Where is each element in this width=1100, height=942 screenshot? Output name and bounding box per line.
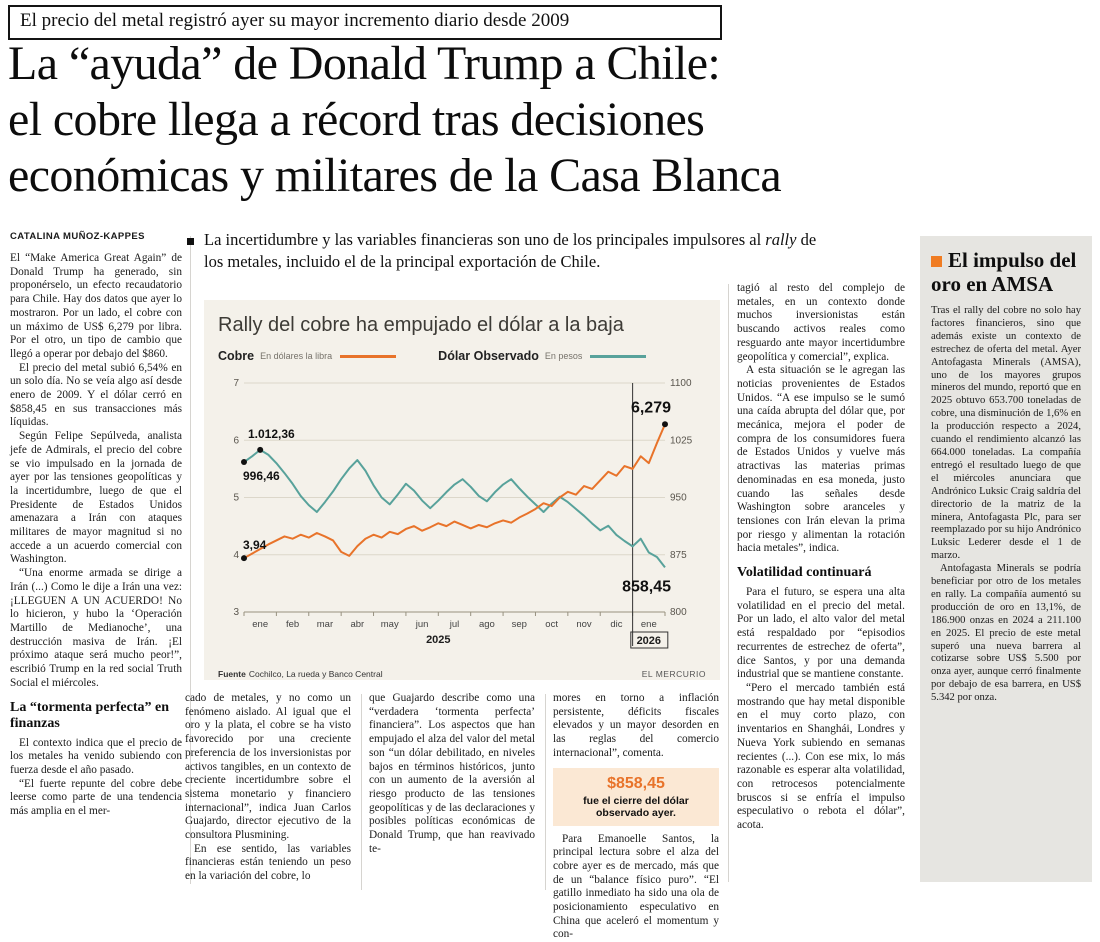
svg-text:6,279: 6,279 [631,399,671,416]
sidebar-paragraph: Tras el rally del cobre no solo hay fact… [931,305,1081,562]
bottom-column-3: mores en torno a inflación persistente, … [553,692,719,942]
article-paragraph: “Una enorme armada se dirige a Irán (...… [10,567,182,689]
article-paragraph: Para el futuro, se espera una alta volat… [737,586,905,681]
svg-text:875: 875 [670,550,687,561]
chart-source: Fuente Cochilco, La rueda y Banco Central [218,669,383,679]
svg-text:6: 6 [233,435,239,446]
sidebar-paragraph: Antofagasta Minerals se podría beneficia… [931,563,1081,704]
dollar-close-highlight-box: $858,45 fue el cierre del dólar observad… [553,767,719,826]
sidebar-heading: El impulso del oro en AMSA [931,248,1081,296]
svg-text:mar: mar [317,619,333,630]
headline-line-1: La “ayuda” de Donald Trump a Chile: [8,37,721,90]
chart-title: Rally del cobre ha empujado el dólar a l… [218,314,624,336]
line-chart-svg: 7 6 5 4 3 1100 1025 950 875 800 ene feb mar abr may jun… [233,378,693,649]
bottom-column-1: cado de metales, y no como un fenómeno a… [185,692,351,884]
gold-sidebar: El impulso del oro en AMSA Tras el rally… [920,236,1092,882]
article-paragraph: El precio del metal subió 6,54% en un so… [10,361,182,429]
legend-unit-dollar: En pesos [544,351,583,361]
section-subhead: La “tormenta perfecta” en finanzas [10,699,170,731]
svg-text:dic: dic [610,619,622,630]
svg-text:may: may [381,619,399,630]
svg-text:1025: 1025 [670,435,693,446]
svg-text:abr: abr [350,619,364,630]
chart-source-label: Fuente [218,669,246,679]
legend-label-copper: Cobre [218,349,255,363]
lede-text: La incertidumbre y las variables financi… [204,230,766,249]
kicker-headline: El precio del metal registró ayer su may… [8,5,722,40]
svg-text:3,94: 3,94 [243,538,267,552]
column-rule-b-c [545,694,546,890]
article-paragraph: mores en torno a inflación persistente, … [553,692,719,759]
headline-line-3: económicas y militares de la Casa Blanca [8,149,782,202]
svg-text:2026: 2026 [637,635,661,647]
section-subhead: Volatilidad continuará [737,565,872,581]
legend-unit-copper: En dólares la libra [260,351,333,361]
copper-dollar-chart: Rally del cobre ha empujado el dólar a l… [204,300,720,680]
svg-text:jul: jul [449,619,460,630]
svg-text:1.012,36: 1.012,36 [248,427,295,441]
lede-bullet [187,238,194,245]
svg-text:ago: ago [479,619,495,630]
column-rule-a-b [361,694,362,890]
svg-text:sep: sep [512,619,527,630]
svg-text:jun: jun [415,619,429,630]
svg-text:4: 4 [233,550,239,561]
lede-text: de los metales, incluido el de la princi… [204,230,817,271]
byline: CATALINA MUÑOZ-KAPPES [10,231,145,242]
svg-text:7: 7 [233,378,239,389]
lede: La incertidumbre y las variables financi… [204,229,818,273]
newspaper-page: { "page": { "kicker": "El precio del met… [8,5,1092,941]
main-headline: La “ayuda” de Donald Trump a Chile: el c… [8,36,998,204]
article-paragraph: que Guajardo describe como una “verdader… [369,692,535,855]
svg-text:996,46: 996,46 [243,469,280,483]
column-rule-center-right [728,284,729,882]
legend-swatch-dollar [590,354,647,358]
headline-line-2: el cobre llega a récord tras decisiones [8,93,705,146]
article-paragraph: cado de metales, y no como un fenómeno a… [185,692,351,842]
svg-text:2025: 2025 [426,634,450,646]
svg-text:1100: 1100 [670,378,692,389]
chart-source-text: Cochilco, La rueda y Banco Central [248,669,383,679]
orange-square-icon [931,256,942,267]
svg-text:5: 5 [233,493,239,504]
svg-text:800: 800 [670,607,687,618]
svg-text:950: 950 [670,493,687,504]
sidebar-heading-text: El impulso del oro en AMSA [931,248,1077,296]
bottom-column-2: que Guajardo describe como una “verdader… [369,692,535,856]
article-paragraph: A esta situación se le agregan las notic… [737,364,905,555]
right-column: tagió al resto del complejo de metales, … [737,282,905,833]
article-paragraph: “El fuerte repunte del cobre debe leerse… [10,777,182,818]
svg-text:3: 3 [233,607,239,618]
left-column: CATALINA MUÑOZ-KAPPES El “Make America G… [10,231,182,819]
chart-credit: EL MERCURIO [641,669,706,679]
svg-text:858,45: 858,45 [622,578,671,595]
article-paragraph: El contexto indica que el precio de los … [10,736,182,776]
article-paragraph: El “Make America Great Again” de Donald … [10,252,182,360]
legend-swatch-copper [340,354,397,358]
highlight-value: $858,45 [607,774,665,792]
svg-text:nov: nov [576,619,592,630]
svg-text:oct: oct [545,619,558,630]
article-paragraph: Para Emanoelle Santos, la principal lect… [553,832,719,941]
chart-source-row: Fuente Cochilco, La rueda y Banco Central… [218,669,706,679]
article-paragraph: En ese sentido, las variables financiera… [185,842,351,883]
legend-label-dollar: Dólar Observado [438,349,539,363]
article-paragraph: tagió al resto del complejo de metales, … [737,282,905,363]
svg-text:ene: ene [252,619,268,630]
column-rule-left [190,236,191,884]
chart-legend: Cobre En dólares la libra Dólar Observad… [218,349,706,363]
article-paragraph: Según Felipe Sepúlveda, analista jefe de… [10,430,182,566]
article-paragraph: “Pero el mercado también está mostrando … [737,681,905,832]
lede-italic-word: rally [765,230,797,249]
svg-text:ene: ene [641,619,657,630]
highlight-caption: fue el cierre del dólar observado ayer. [583,794,689,820]
svg-text:feb: feb [286,619,299,630]
